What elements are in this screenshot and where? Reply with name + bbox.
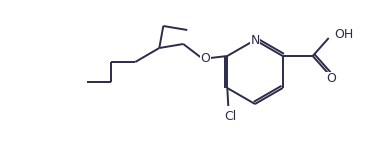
Text: OH: OH [335,28,354,42]
Text: O: O [326,72,336,86]
Text: O: O [200,51,210,64]
Text: N: N [250,33,260,46]
Text: Cl: Cl [224,110,236,123]
